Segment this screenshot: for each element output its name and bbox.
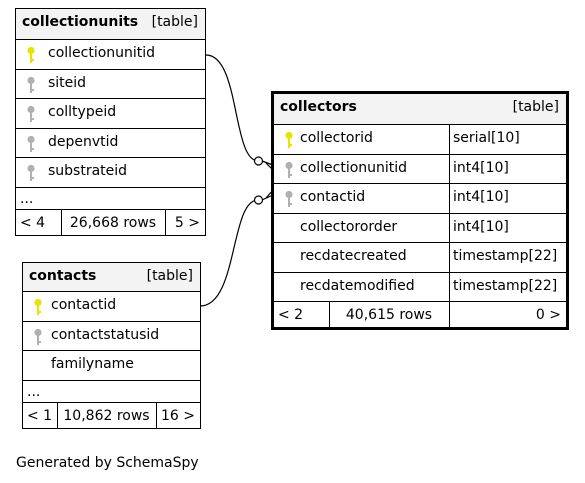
- table-type: [table]: [146, 268, 193, 284]
- foreign-key-icon: [27, 105, 35, 122]
- column-name: contactid: [51, 297, 117, 313]
- column-row[interactable]: colltypeid: [16, 98, 205, 128]
- table-name: collectionunits: [22, 14, 139, 30]
- column-row[interactable]: depenvtid: [16, 127, 205, 158]
- row-count: 26,668 rows: [69, 214, 157, 231]
- foreign-key-icon: [27, 164, 35, 181]
- divider: [57, 402, 58, 428]
- foreign-key-icon: [34, 328, 42, 345]
- column-type: timestamp[22]: [453, 277, 558, 294]
- column-name: collectororder: [300, 218, 398, 235]
- column-row[interactable]: siteid: [16, 68, 205, 99]
- table-type: [table]: [512, 99, 559, 115]
- divider: [449, 302, 450, 327]
- divider: [165, 209, 166, 235]
- table-collectors[interactable]: collectors [table] collectorid serial[10…: [271, 91, 569, 330]
- column-row[interactable]: collectorid serial[10]: [274, 124, 566, 154]
- primary-key-icon: [27, 46, 35, 63]
- divider: [449, 154, 450, 183]
- crowfoot-collectionunitid: [253, 156, 274, 171]
- column-name: substrateid: [48, 163, 128, 179]
- column-type: serial[10]: [453, 130, 520, 146]
- table-header: collectors [table]: [274, 94, 566, 124]
- table-header: contacts [table]: [23, 263, 200, 291]
- column-row[interactable]: collectionunitid: [16, 39, 205, 69]
- column-name: collectionunitid: [300, 159, 408, 176]
- table-footer: < 2 40,615 rows 0 >: [274, 301, 566, 327]
- primary-key-icon: [285, 131, 293, 148]
- table-type: [table]: [151, 14, 198, 30]
- column-name: contactid: [300, 189, 366, 205]
- more-columns-row[interactable]: ...: [16, 186, 205, 209]
- column-row[interactable]: contactid: [23, 291, 200, 321]
- column-row[interactable]: contactid int4[10]: [274, 183, 566, 213]
- divider: [449, 272, 450, 301]
- column-type: int4[10]: [453, 218, 509, 235]
- column-name: collectionunitid: [48, 45, 156, 61]
- foreign-key-icon: [27, 135, 35, 152]
- divider: [449, 213, 450, 242]
- table-contacts[interactable]: contacts [table] contactid contactstatus…: [22, 262, 201, 429]
- column-name: recdatemodified: [300, 277, 415, 294]
- divider: [329, 302, 330, 327]
- edge-contacts-collectors: [199, 199, 259, 307]
- divider: [449, 243, 450, 272]
- table-name: collectors: [280, 99, 357, 115]
- column-name: familyname: [51, 356, 134, 372]
- generated-by-label: Generated by SchemaSpy: [16, 455, 199, 471]
- children-link[interactable]: 16 >: [161, 407, 195, 424]
- row-count: 40,615 rows: [345, 307, 433, 323]
- column-row[interactable]: substrateid: [16, 157, 205, 187]
- edge-collectionunits-collectors: [205, 54, 259, 162]
- foreign-key-icon: [27, 76, 35, 93]
- divider: [449, 184, 450, 213]
- column-name: contactstatusid: [51, 326, 160, 343]
- column-name: collectorid: [300, 130, 373, 146]
- column-type: int4[10]: [453, 159, 509, 176]
- column-name: recdatecreated: [300, 248, 407, 264]
- column-name: siteid: [48, 74, 87, 91]
- parents-link[interactable]: < 1: [27, 407, 53, 424]
- foreign-key-icon: [285, 161, 293, 178]
- column-row[interactable]: recdatecreated timestamp[22]: [274, 242, 566, 272]
- column-row[interactable]: recdatemodified timestamp[22]: [274, 271, 566, 301]
- column-type: int4[10]: [453, 189, 509, 205]
- column-name: colltypeid: [48, 104, 117, 120]
- row-count: 10,862 rows: [63, 407, 150, 424]
- divider: [156, 402, 157, 428]
- primary-key-icon: [34, 298, 42, 315]
- column-name: depenvtid: [48, 133, 119, 150]
- table-collectionunits[interactable]: collectionunits [table] collectionunitid…: [15, 8, 206, 236]
- table-footer: < 4 26,668 rows 5 >: [16, 208, 205, 235]
- divider: [449, 125, 450, 154]
- ellipsis: ...: [27, 383, 41, 400]
- parents-link[interactable]: < 2: [278, 307, 304, 323]
- divider: [61, 209, 62, 235]
- children-link[interactable]: 0 >: [535, 307, 561, 323]
- column-row[interactable]: collectororder int4[10]: [274, 212, 566, 242]
- column-type: timestamp[22]: [453, 248, 558, 264]
- foreign-key-icon: [285, 190, 293, 207]
- table-header: collectionunits [table]: [16, 9, 205, 39]
- children-link[interactable]: 5 >: [174, 214, 200, 231]
- column-row[interactable]: collectionunitid int4[10]: [274, 153, 566, 183]
- table-footer: < 1 10,862 rows 16 >: [23, 401, 200, 428]
- column-row[interactable]: familyname: [23, 350, 200, 380]
- table-name: contacts: [29, 268, 97, 284]
- parents-link[interactable]: < 4: [20, 214, 46, 231]
- column-row[interactable]: contactstatusid: [23, 320, 200, 351]
- more-columns-row[interactable]: ...: [23, 379, 200, 402]
- ellipsis: ...: [20, 190, 34, 207]
